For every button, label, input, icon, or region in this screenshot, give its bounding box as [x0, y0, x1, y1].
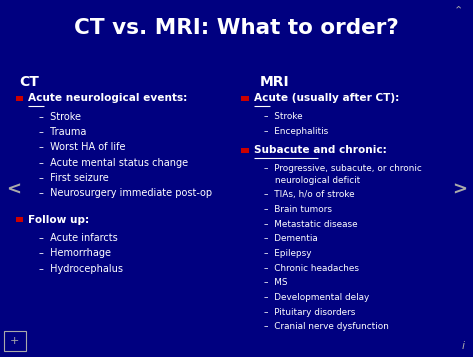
Text: –  Pituitary disorders: – Pituitary disorders [264, 307, 355, 317]
Text: –  Stroke: – Stroke [39, 112, 81, 122]
Bar [241, 96, 249, 101]
Text: –  Trauma: – Trauma [39, 127, 86, 137]
Text: –  Acute mental status change: – Acute mental status change [39, 158, 188, 168]
Text: –  Developmental delay: – Developmental delay [264, 293, 369, 302]
Text: –  Brain tumors: – Brain tumors [264, 205, 332, 214]
Bar [16, 96, 23, 101]
Text: –  First seizure: – First seizure [39, 173, 108, 183]
Text: –  TIAs, h/o of stroke: – TIAs, h/o of stroke [264, 190, 355, 200]
Text: +: + [10, 336, 19, 346]
Text: i: i [462, 341, 465, 351]
Text: CT: CT [19, 75, 39, 89]
Text: <: < [6, 180, 21, 198]
Text: –  Hemorrhage: – Hemorrhage [39, 248, 111, 258]
Text: –  Encephalitis: – Encephalitis [264, 127, 328, 136]
Text: –  Worst HA of life: – Worst HA of life [39, 142, 125, 152]
Text: Acute (usually after CT):: Acute (usually after CT): [254, 93, 399, 103]
Text: ⌃: ⌃ [453, 5, 463, 15]
Text: –  Chronic headaches: – Chronic headaches [264, 263, 359, 273]
Text: –  MS: – MS [264, 278, 288, 287]
Text: MRI: MRI [260, 75, 290, 89]
Text: –  Dementia: – Dementia [264, 234, 318, 243]
Text: –  Acute infarcts: – Acute infarcts [39, 233, 117, 243]
Text: –  Stroke: – Stroke [264, 112, 303, 121]
Text: –  Hydrocephalus: – Hydrocephalus [39, 264, 123, 274]
Text: –  Cranial nerve dysfunction: – Cranial nerve dysfunction [264, 322, 389, 331]
Text: Follow up:: Follow up: [28, 215, 89, 225]
Text: Acute neurological events:: Acute neurological events: [28, 93, 188, 103]
Text: –  Metastatic disease: – Metastatic disease [264, 220, 358, 229]
Bar [16, 217, 23, 222]
Text: neurological deficit: neurological deficit [275, 176, 360, 185]
Bar [241, 148, 249, 153]
Text: CT vs. MRI: What to order?: CT vs. MRI: What to order? [74, 18, 399, 38]
Text: >: > [452, 180, 467, 198]
Text: –  Neurosurgery immediate post-op: – Neurosurgery immediate post-op [39, 188, 212, 198]
Text: –  Progressive, subacute, or chronic: – Progressive, subacute, or chronic [264, 164, 422, 174]
Text: Subacute and chronic:: Subacute and chronic: [254, 145, 387, 155]
Text: –  Epilepsy: – Epilepsy [264, 249, 311, 258]
